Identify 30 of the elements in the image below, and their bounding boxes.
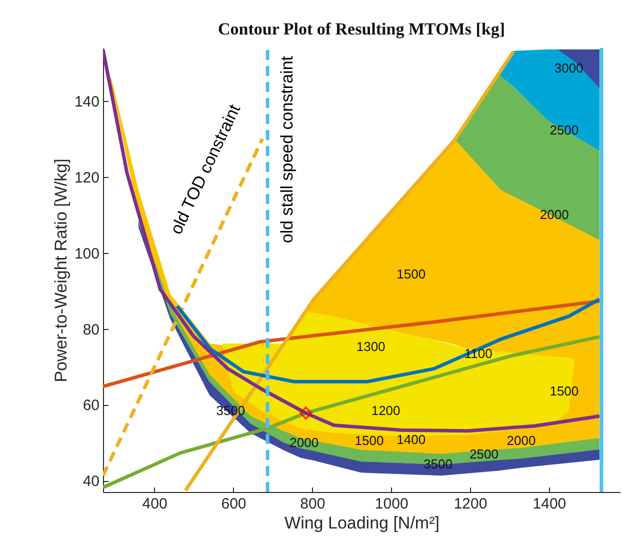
annotation: 1500 xyxy=(396,266,426,282)
annotation: 2000 xyxy=(506,432,536,448)
annotation: 3500 xyxy=(424,456,452,472)
annotation: 1500 xyxy=(354,432,384,448)
annotation: 3000 xyxy=(554,60,584,76)
annotation: 1400 xyxy=(396,432,426,448)
line-series xyxy=(103,335,602,490)
x-tick-label: 1200 xyxy=(454,496,488,512)
annotation: 1200 xyxy=(371,403,400,418)
line-series xyxy=(175,297,602,384)
annotation: 1500 xyxy=(550,384,579,399)
x-tick-label: 400 xyxy=(142,496,168,512)
x-axis-title: Wing Loading [N/m²] xyxy=(284,514,440,532)
y-tick-label: 120 xyxy=(74,170,100,187)
y-tick-label: 60 xyxy=(82,397,100,414)
annotation: 2500 xyxy=(470,446,498,462)
x-tick-label: 800 xyxy=(300,496,326,512)
annotation: 2000 xyxy=(290,435,319,450)
x-tick-label: 1000 xyxy=(374,496,408,512)
x-tick-label: 600 xyxy=(221,496,246,512)
y-tick-label: 40 xyxy=(82,473,100,490)
y-tick-label: 80 xyxy=(82,321,100,338)
y-tick-label: 140 xyxy=(74,94,100,111)
chart-title: Contour Plot of Resulting MTOMs [kg] xyxy=(218,19,505,38)
x-tick-label: 1400 xyxy=(532,496,566,512)
annotation: 1300 xyxy=(356,338,386,354)
y-axis-title: Power-to-Weight Ratio [W/kg] xyxy=(51,158,70,382)
annotation: 3500 xyxy=(216,403,246,418)
ref-line-label: old stall speed constraint xyxy=(278,56,297,244)
y-tick-label: 100 xyxy=(74,245,100,262)
